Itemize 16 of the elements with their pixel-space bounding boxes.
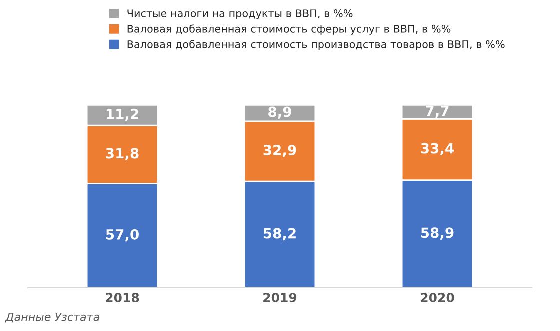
data-label: 33,4	[421, 143, 454, 156]
data-label: 58,2	[264, 228, 296, 241]
data-label: 58,9	[421, 228, 454, 240]
data-label: 7,7	[426, 106, 449, 118]
text: Данные Узстата	[5, 312, 100, 323]
data-label: 32,9	[264, 145, 296, 158]
x-tick-label: 2019	[264, 293, 297, 303]
legend-label: Валовая добавленная стоимость сферы услуг в ВВП, в %%	[128, 24, 451, 35]
data-label: 11,2	[106, 108, 138, 122]
x-tick-label: 2018	[106, 293, 140, 303]
data-label: 8,9	[268, 106, 292, 120]
x-tick-label: 2020	[421, 293, 454, 303]
legend-label: Чистые налоги на продукты в ВВП, в %%	[128, 10, 353, 20]
data-label: 31,8	[106, 148, 139, 160]
legend-label: Валовая добавленная стоимость производства товаров в ВВП, в %%	[128, 40, 505, 50]
data-label: 57,0	[106, 229, 139, 242]
